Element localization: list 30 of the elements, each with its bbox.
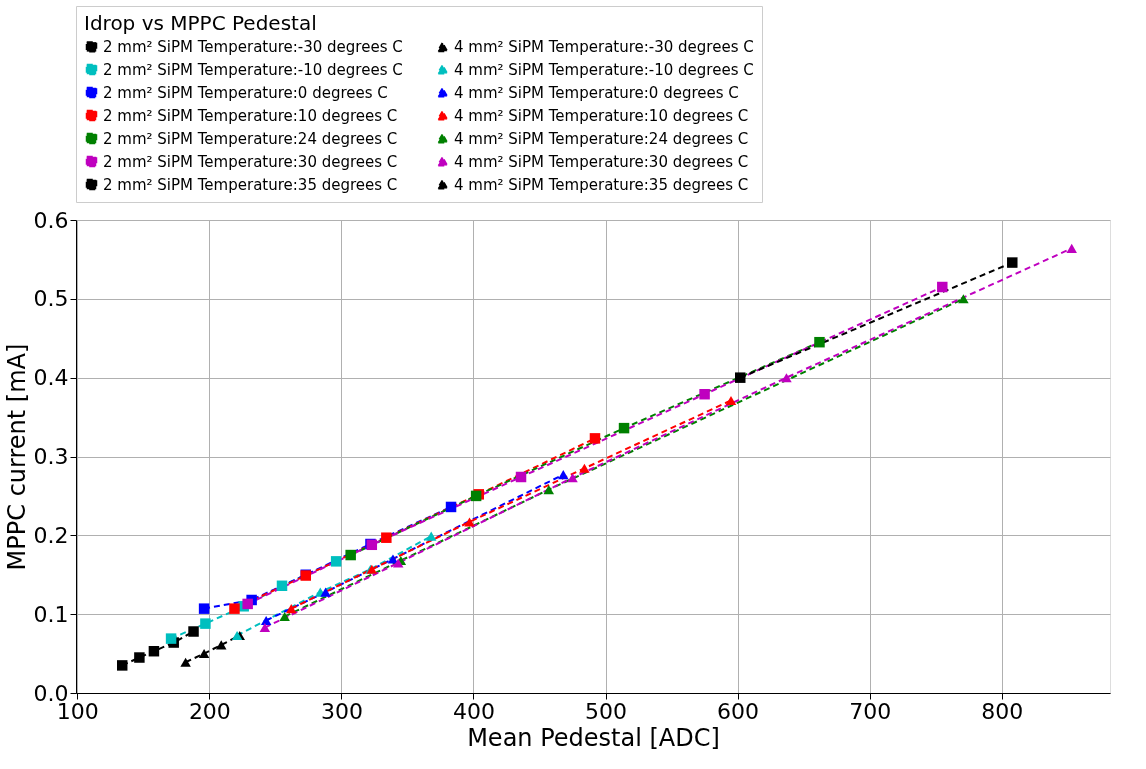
x-tick-label: 300: [320, 698, 363, 724]
y-tick-label: 0.1: [33, 601, 69, 627]
legend-label: 2 mm² SiPM Temperature:35 degrees C: [103, 175, 398, 194]
x-tick-label: 800: [981, 698, 1024, 724]
y-tick-label: 0.4: [33, 365, 69, 391]
x-tick-label: 500: [585, 698, 628, 724]
x-tick-label: 400: [452, 698, 495, 724]
legend-label: 2 mm² SiPM Temperature:24 degrees C: [103, 129, 398, 148]
legend-label: 4 mm² SiPM Temperature:-30 degrees C: [454, 38, 754, 57]
x-tick-label: 200: [188, 698, 231, 724]
y-tick-label: 0.2: [33, 522, 69, 548]
legend-title: Idrop vs MPPC Pedestal: [84, 11, 317, 35]
legend-label: 4 mm² SiPM Temperature:10 degrees C: [454, 106, 749, 125]
legend-label: 4 mm² SiPM Temperature:35 degrees C: [454, 175, 749, 194]
legend-label: 2 mm² SiPM Temperature:10 degrees C: [103, 106, 398, 125]
legend-label: 2 mm² SiPM Temperature:30 degrees C: [103, 152, 398, 171]
y-axis-title: MPPC current [mA]: [2, 343, 31, 571]
x-axis-title: Mean Pedestal [ADC]: [467, 723, 720, 752]
x-tick-label: 700: [849, 698, 892, 724]
legend-label: 2 mm² SiPM Temperature:0 degrees C: [103, 83, 388, 102]
y-tick-label: 0.6: [33, 207, 69, 233]
legend-label: 4 mm² SiPM Temperature:30 degrees C: [454, 152, 749, 171]
legend-label: 4 mm² SiPM Temperature:0 degrees C: [454, 83, 739, 102]
legend-label: 4 mm² SiPM Temperature:-10 degrees C: [454, 60, 754, 79]
legend-label: 2 mm² SiPM Temperature:-30 degrees C: [103, 37, 403, 56]
legend-label: 4 mm² SiPM Temperature:24 degrees C: [454, 129, 749, 148]
y-tick-label: 0.3: [33, 444, 69, 469]
x-tick-label: 600: [717, 698, 760, 724]
legend-label: 2 mm² SiPM Temperature:-10 degrees C: [103, 60, 403, 79]
y-tick-label: 0.5: [33, 286, 69, 312]
